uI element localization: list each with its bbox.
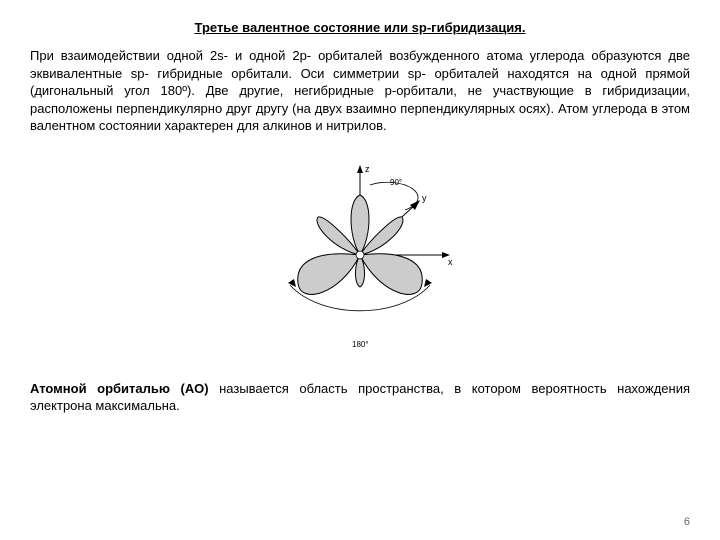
angle-180: 180°	[352, 340, 369, 349]
axis-y-label: y	[422, 193, 427, 203]
axis-z-label: z	[365, 164, 370, 174]
angle-90: 90°	[390, 178, 402, 187]
orbital-diagram: z x y 90° 180°	[30, 155, 690, 355]
page-number: 6	[684, 516, 690, 528]
page-title: Третье валентное состояние или sp-гибрид…	[30, 20, 690, 35]
definition-term: Атомной орбиталью (АО)	[30, 381, 209, 396]
axis-x-label: x	[448, 257, 453, 267]
paragraph-main: При взаимодействии одной 2s- и одной 2p-…	[30, 47, 690, 135]
paragraph-definition: Атомной орбиталью (АО) называется област…	[30, 380, 690, 415]
